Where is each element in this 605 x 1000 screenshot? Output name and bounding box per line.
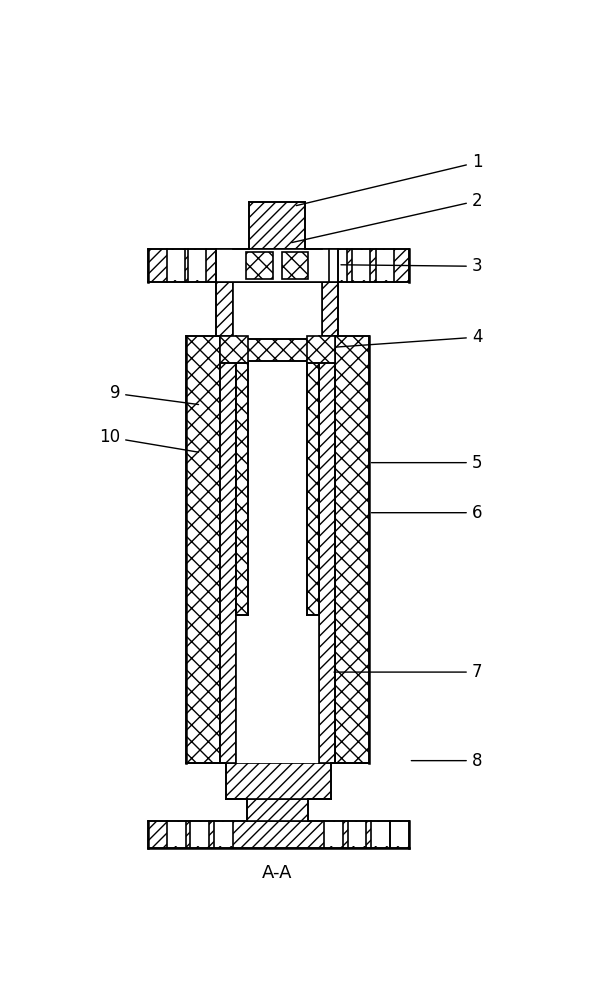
Bar — [324, 822, 343, 846]
Bar — [329, 250, 347, 280]
Bar — [322, 282, 338, 336]
Bar — [236, 361, 247, 615]
Text: 1: 1 — [296, 153, 482, 206]
Text: 3: 3 — [341, 257, 482, 275]
Bar — [376, 250, 393, 280]
Bar — [246, 252, 272, 279]
Text: 2: 2 — [292, 192, 482, 243]
Bar — [233, 282, 322, 336]
Text: 5: 5 — [371, 454, 482, 472]
Bar — [236, 339, 318, 361]
Bar — [148, 249, 408, 282]
Bar — [188, 250, 206, 280]
Text: 10: 10 — [99, 428, 198, 452]
Bar — [217, 249, 338, 282]
Bar — [318, 336, 335, 763]
Bar — [167, 822, 186, 846]
Bar — [226, 763, 331, 799]
Bar — [307, 361, 318, 615]
Text: 6: 6 — [371, 504, 482, 522]
Bar — [191, 822, 209, 846]
Text: 9: 9 — [110, 384, 198, 405]
Bar — [335, 336, 368, 763]
Bar — [282, 252, 308, 279]
Bar — [347, 822, 366, 846]
Bar — [249, 202, 306, 249]
Bar — [371, 822, 390, 846]
Text: 7: 7 — [334, 663, 482, 681]
Bar — [352, 250, 370, 280]
Text: 8: 8 — [411, 752, 482, 770]
Bar — [186, 336, 220, 763]
Text: A-A: A-A — [262, 864, 292, 882]
Bar — [220, 336, 236, 763]
Bar — [307, 336, 335, 363]
Bar — [236, 336, 318, 763]
Text: 4: 4 — [327, 328, 482, 348]
Bar — [220, 336, 247, 363]
Bar — [167, 250, 185, 280]
Bar — [247, 799, 308, 821]
Bar — [217, 282, 233, 336]
Bar — [148, 821, 408, 848]
Bar — [390, 822, 408, 846]
Bar — [247, 361, 307, 615]
Bar — [214, 822, 233, 846]
